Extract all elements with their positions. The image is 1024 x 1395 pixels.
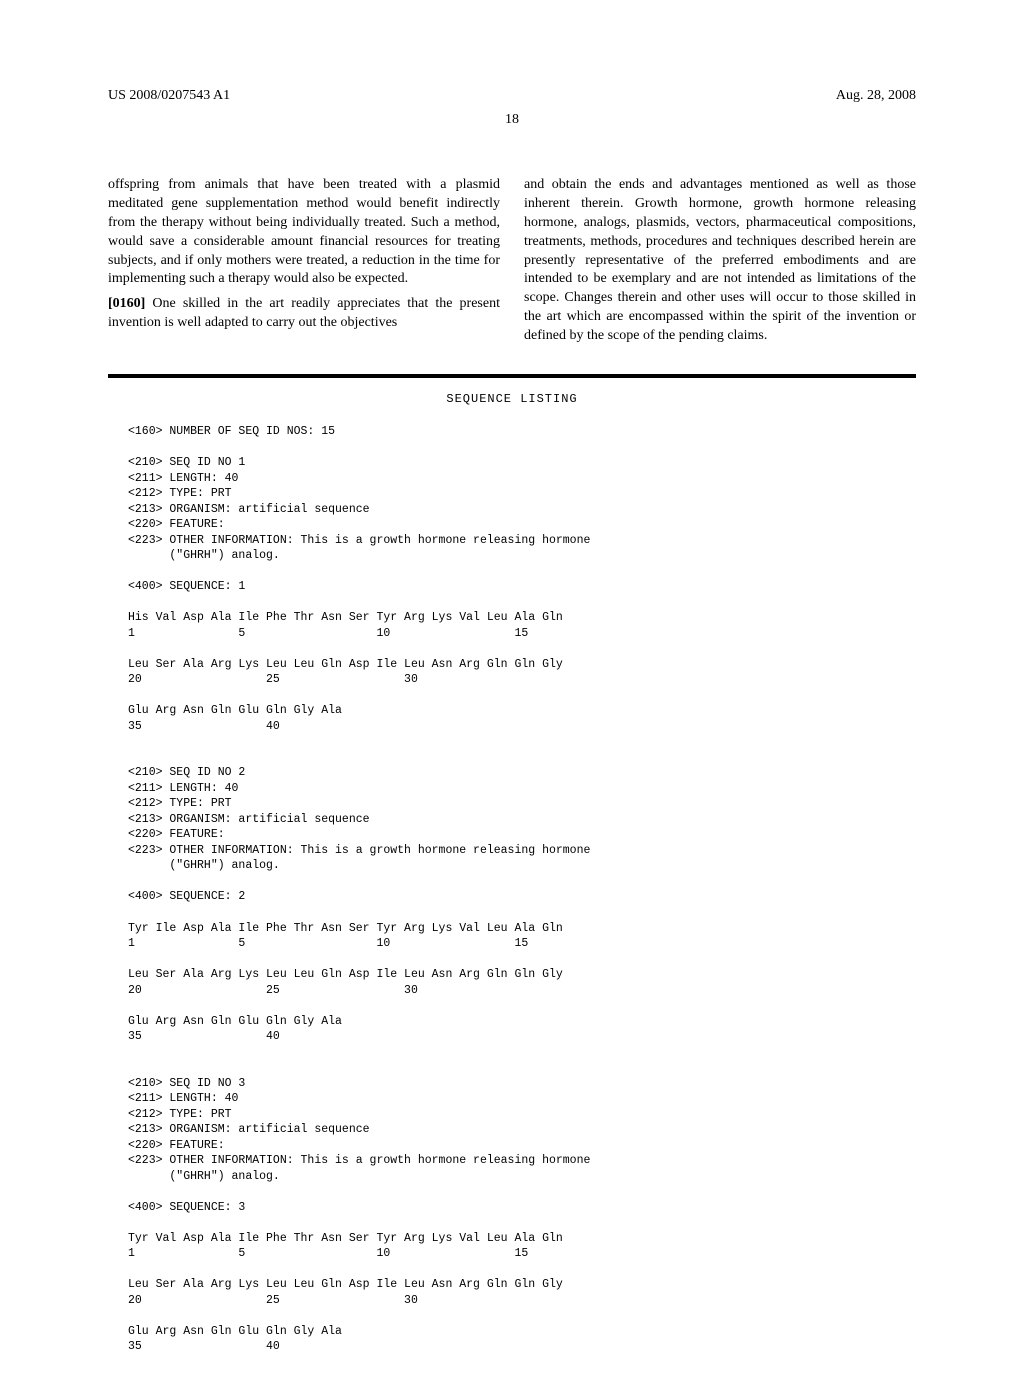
body-columns: offspring from animals that have been tr… (108, 176, 916, 346)
sequence-listing-title: SEQUENCE LISTING (128, 392, 896, 406)
right-column: and obtain the ends and advantages menti… (524, 176, 916, 346)
page-number: 18 (108, 112, 916, 128)
paragraph-number: [0160] (108, 296, 145, 311)
sequence-listing-section: SEQUENCE LISTING <160> NUMBER OF SEQ ID … (108, 392, 916, 1355)
sequence-listing-body: <160> NUMBER OF SEQ ID NOS: 15 <210> SEQ… (128, 424, 896, 1355)
left-column: offspring from animals that have been tr… (108, 176, 500, 346)
body-text: One skilled in the art readily appreciat… (108, 296, 500, 330)
body-paragraph: [0160] One skilled in the art readily ap… (108, 295, 500, 333)
page-container: US 2008/0207543 A1 Aug. 28, 2008 18 offs… (0, 0, 1024, 1395)
publication-date: Aug. 28, 2008 (836, 88, 916, 104)
section-rule (108, 374, 916, 378)
body-paragraph: offspring from animals that have been tr… (108, 176, 500, 289)
body-paragraph: and obtain the ends and advantages menti… (524, 176, 916, 346)
page-header: US 2008/0207543 A1 Aug. 28, 2008 (108, 88, 916, 104)
publication-number: US 2008/0207543 A1 (108, 88, 230, 104)
